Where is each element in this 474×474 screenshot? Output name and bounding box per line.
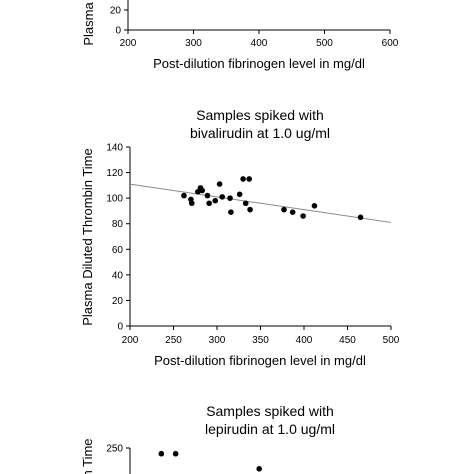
chart2-x-tick-label: 400	[296, 335, 313, 346]
chart2-trendline	[129, 183, 392, 223]
chart2-title-line-1: Samples spiked with	[196, 107, 324, 123]
chart2-y-tick-label: 40	[112, 270, 124, 281]
chart2-data-point	[247, 206, 253, 213]
chart2-data-point	[188, 200, 195, 207]
chart3-y-label: n Time	[80, 438, 95, 474]
chart2-data-point	[246, 176, 252, 182]
chart2-data-point	[300, 213, 306, 219]
chart1-x-label: Post-dilution fibrinogen level in mg/dl	[153, 56, 365, 71]
chart-2: Samples spiked with bivalirudin at 1.0 u…	[80, 107, 400, 368]
chart2-data-point	[181, 192, 187, 199]
chart3-data-point	[172, 450, 179, 457]
chart2-data-point	[206, 200, 212, 207]
chart2-data-point	[240, 176, 246, 182]
chart2-data-point	[242, 200, 249, 207]
chart2-data-point	[236, 191, 243, 198]
chart2-data-point	[357, 214, 364, 221]
chart-1: 200 300 400 500 600 0 20 Post-dilution fibrin…	[81, 0, 399, 71]
chart2-x-tick-label: 300	[209, 335, 226, 346]
chart2-y-tick-label: 0	[117, 322, 123, 333]
chart2-data-point	[199, 187, 206, 194]
chart2-data-point	[311, 203, 318, 209]
chart2-y-label: Plasma Diluted Thrombin Time	[80, 148, 95, 326]
chart1-y-tick-label: 20	[110, 6, 122, 17]
chart1-y-tick-label: 0	[115, 26, 121, 37]
chart1-x-tick-label: 600	[382, 38, 399, 49]
chart2-y-tick-label: 100	[106, 194, 123, 205]
chart2-x-label: Post-dilution fibrinogen level in mg/dl	[154, 353, 366, 368]
chart1-y-label: Plasma	[81, 2, 96, 46]
chart2-x-tick-label: 250	[165, 335, 182, 346]
chart2-data-point	[204, 192, 211, 199]
chart-3: Samples spiked with lepirudin at 1.0 ug/…	[80, 403, 335, 474]
chart2-data-point	[289, 209, 296, 216]
chart3-y-tick-label: 250	[106, 444, 123, 455]
chart2-y-tick-label: 80	[112, 219, 124, 230]
chart3-title-line-1: Samples spiked with	[206, 403, 334, 419]
chart3-data-point	[256, 466, 262, 472]
chart2-y-tick-label: 140	[106, 143, 123, 154]
chart1-x-tick-label: 300	[185, 38, 202, 49]
chart1-x-tick-label: 500	[316, 38, 333, 49]
chart2-x-tick-label: 200	[122, 335, 139, 346]
chart2-y-tick-label: 60	[112, 245, 124, 256]
chart1-x-tick-label: 200	[120, 38, 137, 49]
chart2-data-point	[281, 206, 287, 213]
chart3-title-line-2: lepirudin at 1.0 ug/ml	[205, 421, 335, 437]
chart2-x-tick-label: 450	[339, 335, 356, 346]
chart2-data-point	[216, 181, 223, 187]
chart2-x-tick-label: 500	[383, 335, 400, 346]
chart3-data-point	[158, 450, 165, 457]
chart2-data-point	[227, 195, 233, 201]
chart1-x-tick-label: 400	[251, 38, 268, 49]
chart2-y-tick-label: 20	[112, 296, 124, 307]
chart2-x-tick-label: 350	[252, 335, 269, 346]
chart2-data-point	[219, 194, 226, 200]
chart2-data-point	[212, 197, 219, 204]
chart2-title-line-2: bivalirudin at 1.0 ug/ml	[190, 125, 330, 141]
chart2-data-point	[228, 209, 234, 216]
chart2-y-tick-label: 120	[106, 168, 123, 179]
